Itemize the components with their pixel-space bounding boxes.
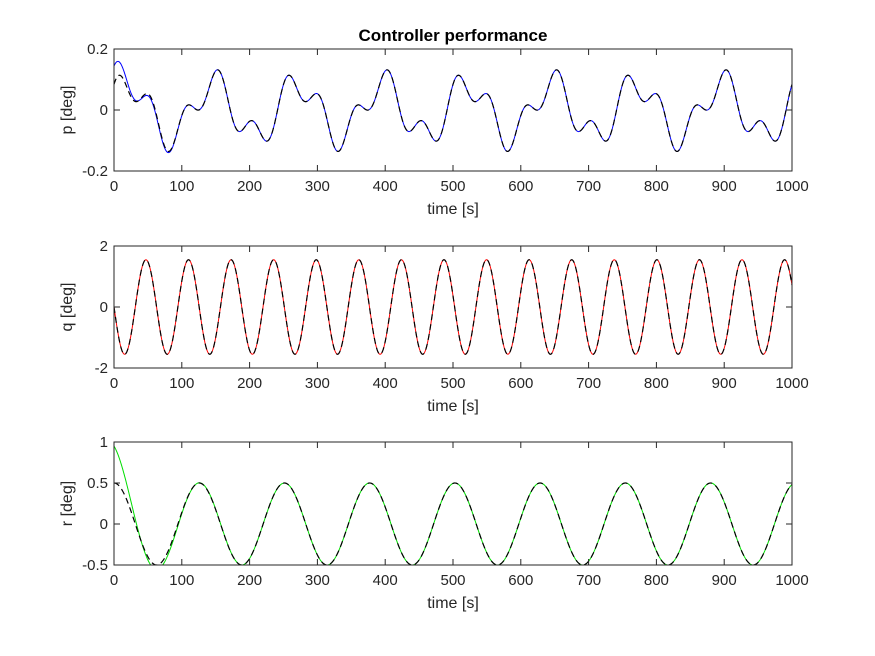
x-tick-label: 400 (373, 572, 398, 589)
series-q-reference (114, 259, 792, 355)
x-axis-label: time [s] (427, 595, 479, 612)
x-tick-label: 700 (576, 178, 601, 195)
axes-box-q (113, 245, 793, 369)
series-q-actual (114, 259, 792, 355)
x-tick-label: 500 (440, 178, 465, 195)
x-tick-label: 900 (712, 572, 737, 589)
x-tick-label: 200 (237, 375, 262, 392)
x-tick-label: 100 (169, 178, 194, 195)
x-tick-label: 400 (373, 375, 398, 392)
y-axis-label: r [deg] (59, 481, 76, 526)
x-tick-label: 600 (508, 178, 533, 195)
x-tick-label: 700 (576, 375, 601, 392)
x-tick-label: 700 (576, 572, 601, 589)
subplot-p: 0 100 200 300 400 500 600 700 800 900 1000-0.200.2… (59, 41, 809, 218)
x-tick-label: 100 (169, 375, 194, 392)
x-tick-label: 0 (110, 178, 118, 195)
x-tick-label: 800 (644, 572, 669, 589)
x-tick-label: 600 (508, 572, 533, 589)
y-tick-label: 0 (100, 102, 108, 119)
y-axis-label: q [deg] (59, 283, 76, 332)
y-tick-label: 0.2 (87, 41, 108, 58)
x-axis-label: time [s] (427, 398, 479, 415)
y-tick-label: 0 (100, 516, 108, 533)
x-tick-label: 300 (305, 572, 330, 589)
subplot-r: 0 100 200 300 400 500 600 700 800 900 1000-0.500.5… (59, 434, 809, 612)
x-tick-label: 500 (440, 572, 465, 589)
x-tick-label: 400 (373, 178, 398, 195)
x-tick-label: 1000 (775, 375, 808, 392)
axes-box-p (113, 48, 793, 172)
chart-title: Controller performance (359, 26, 548, 45)
x-tick-label: 200 (237, 572, 262, 589)
series-p-actual (114, 60, 792, 154)
x-tick-label: 200 (237, 178, 262, 195)
y-tick-label: 0 (100, 299, 108, 316)
y-tick-label: -2 (95, 360, 108, 377)
x-tick-label: 800 (644, 178, 669, 195)
x-tick-label: 600 (508, 375, 533, 392)
y-tick-label: -0.2 (82, 163, 108, 180)
x-tick-label: 900 (712, 375, 737, 392)
y-tick-label: -0.5 (82, 557, 108, 574)
y-tick-label: 2 (100, 238, 108, 255)
x-tick-label: 1000 (775, 572, 808, 589)
subplot-q: 0 100 200 300 400 500 600 700 800 900 1000-202time… (59, 238, 809, 415)
x-tick-label: 0 (110, 572, 118, 589)
y-tick-label: 0.5 (87, 475, 108, 492)
series-r-reference (114, 482, 792, 565)
series-p-reference (114, 69, 792, 153)
x-tick-label: 0 (110, 375, 118, 392)
x-tick-label: 500 (440, 375, 465, 392)
x-tick-label: 100 (169, 572, 194, 589)
x-tick-label: 300 (305, 375, 330, 392)
x-tick-label: 900 (712, 178, 737, 195)
x-tick-label: 300 (305, 178, 330, 195)
y-tick-label: 1 (100, 434, 108, 451)
y-axis-label: p [deg] (59, 86, 76, 135)
x-axis-label: time [s] (427, 201, 479, 218)
x-tick-label: 800 (644, 375, 669, 392)
series-r-actual (114, 445, 792, 565)
x-tick-label: 1000 (775, 178, 808, 195)
axes-box-r (113, 441, 793, 566)
